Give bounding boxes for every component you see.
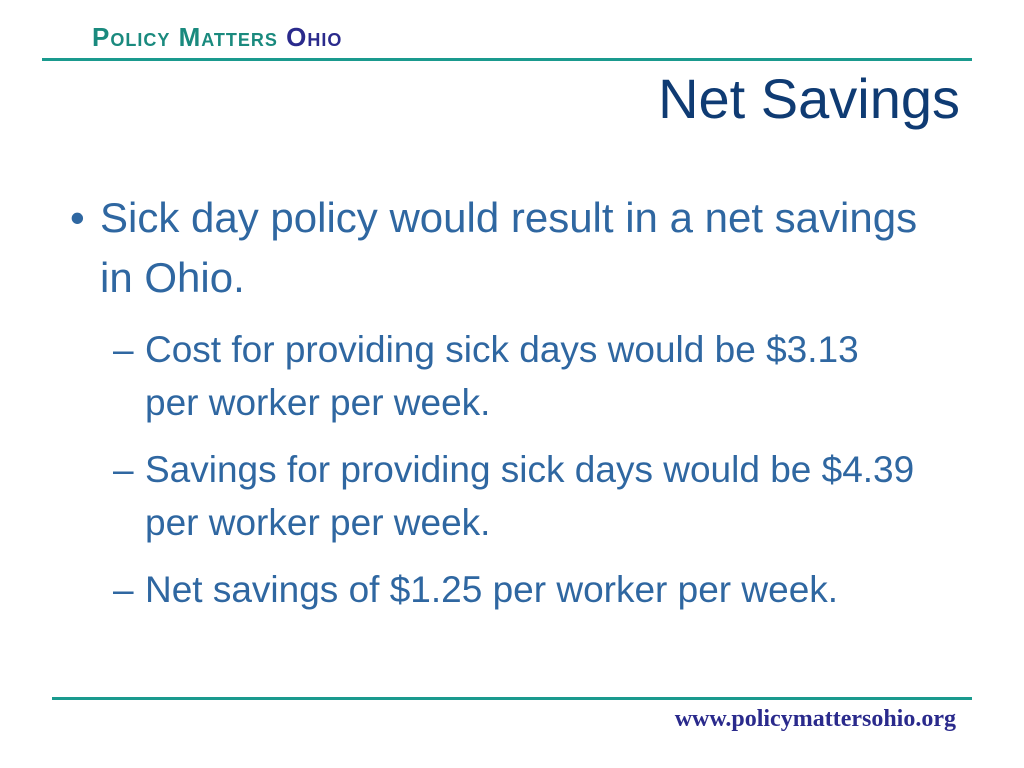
footer-url: www.policymattersohio.org [674, 706, 956, 732]
bullet: Sick day policy would result in a net sa… [70, 188, 930, 308]
header-rule [42, 58, 972, 61]
sub-bullet: Savings for providing sick days would be… [113, 443, 915, 549]
slide-title: Net Savings [658, 67, 960, 130]
footer-rule [52, 697, 972, 700]
brand: Policy Matters Ohio [92, 22, 342, 53]
brand-name: Policy Matters [92, 22, 278, 52]
sub-bullet: Cost for providing sick days would be $3… [113, 323, 915, 429]
brand-accent: Ohio [286, 22, 343, 52]
sub-bullet: Net savings of $1.25 per worker per week… [113, 563, 915, 616]
